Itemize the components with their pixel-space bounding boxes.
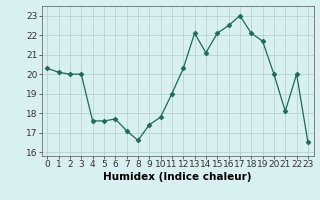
X-axis label: Humidex (Indice chaleur): Humidex (Indice chaleur): [103, 172, 252, 182]
